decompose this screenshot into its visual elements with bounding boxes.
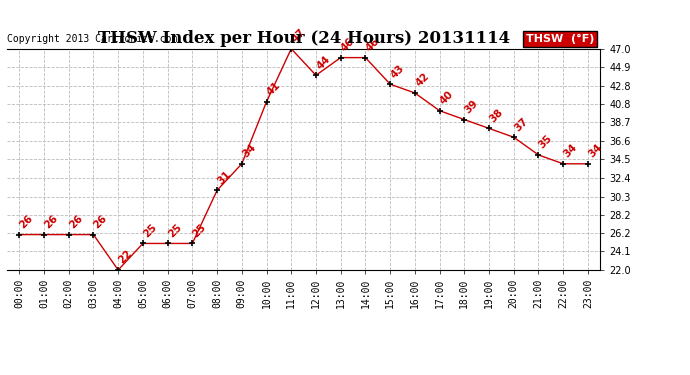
Text: 39: 39: [463, 98, 480, 116]
Text: 40: 40: [438, 89, 455, 106]
Text: 26: 26: [67, 213, 84, 230]
Text: THSW  (°F): THSW (°F): [526, 34, 594, 44]
Text: 43: 43: [388, 63, 406, 80]
Text: 34: 34: [586, 142, 604, 160]
Text: Copyright 2013 Cartronics.com: Copyright 2013 Cartronics.com: [7, 34, 177, 44]
Text: 25: 25: [166, 222, 184, 239]
Title: THSW Index per Hour (24 Hours) 20131114: THSW Index per Hour (24 Hours) 20131114: [97, 30, 510, 47]
Text: 37: 37: [512, 116, 530, 133]
Text: 26: 26: [92, 213, 109, 230]
Text: 22: 22: [117, 249, 134, 266]
Text: 44: 44: [315, 54, 332, 71]
Text: 47: 47: [290, 27, 307, 45]
Text: 46: 46: [364, 36, 382, 53]
Text: 26: 26: [43, 213, 60, 230]
Text: 25: 25: [191, 222, 208, 239]
Text: 26: 26: [18, 213, 35, 230]
Text: 34: 34: [240, 142, 257, 160]
Text: 42: 42: [413, 71, 431, 89]
Text: 34: 34: [562, 142, 579, 160]
Text: 38: 38: [488, 107, 505, 124]
Text: 46: 46: [339, 36, 357, 53]
Text: 25: 25: [141, 222, 159, 239]
Text: 35: 35: [537, 134, 554, 151]
Text: 31: 31: [215, 169, 233, 186]
Text: 41: 41: [265, 80, 282, 98]
